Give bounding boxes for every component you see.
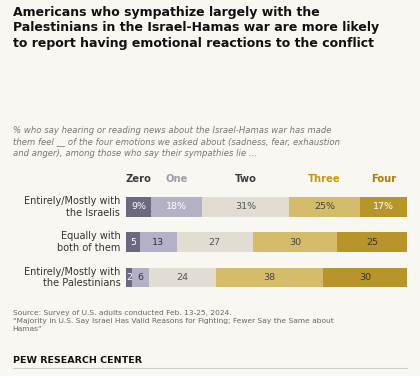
Text: 30: 30 [289, 238, 301, 247]
Text: 13: 13 [152, 238, 164, 247]
Text: Zero: Zero [126, 174, 152, 184]
Text: Two: Two [235, 174, 257, 184]
Text: 31%: 31% [235, 202, 256, 211]
Text: % who say hearing or reading news about the Israel-Hamas war has made
them feel : % who say hearing or reading news about … [13, 126, 340, 158]
Text: 18%: 18% [166, 202, 187, 211]
Text: Equally with
both of them: Equally with both of them [57, 231, 121, 253]
Text: 6: 6 [137, 273, 143, 282]
Text: 5: 5 [130, 238, 136, 247]
Text: One: One [165, 174, 188, 184]
Text: Entirely/Mostly with
the Palestinians: Entirely/Mostly with the Palestinians [24, 267, 121, 288]
Bar [253, 232, 337, 252]
Text: 25: 25 [366, 238, 378, 247]
Text: 2: 2 [126, 273, 132, 282]
Bar [289, 197, 360, 217]
Text: Four: Four [371, 174, 396, 184]
Bar [360, 197, 407, 217]
Bar [337, 232, 407, 252]
Text: Americans who sympathize largely with the
Palestinians in the Israel-Hamas war a: Americans who sympathize largely with th… [13, 6, 379, 50]
Text: Source: Survey of U.S. adults conducted Feb. 13-25, 2024.
"Majority in U.S. Say : Source: Survey of U.S. adults conducted … [13, 310, 333, 332]
Text: 38: 38 [263, 273, 276, 282]
Text: PEW RESEARCH CENTER: PEW RESEARCH CENTER [13, 356, 142, 365]
Bar [149, 268, 216, 287]
Text: 9%: 9% [131, 202, 146, 211]
Bar [140, 232, 177, 252]
Text: 24: 24 [176, 273, 188, 282]
Text: 17%: 17% [373, 202, 394, 211]
Bar [323, 268, 407, 287]
Text: Three: Three [308, 174, 341, 184]
Bar [126, 197, 151, 217]
Text: 25%: 25% [314, 202, 335, 211]
Text: Entirely/Mostly with
the Israelis: Entirely/Mostly with the Israelis [24, 196, 121, 218]
Bar [126, 232, 140, 252]
Bar [202, 197, 289, 217]
Bar [126, 268, 131, 287]
Text: 30: 30 [359, 273, 371, 282]
Bar [131, 268, 149, 287]
Bar [151, 197, 202, 217]
Bar [216, 268, 323, 287]
Bar [177, 232, 253, 252]
Text: 27: 27 [209, 238, 221, 247]
